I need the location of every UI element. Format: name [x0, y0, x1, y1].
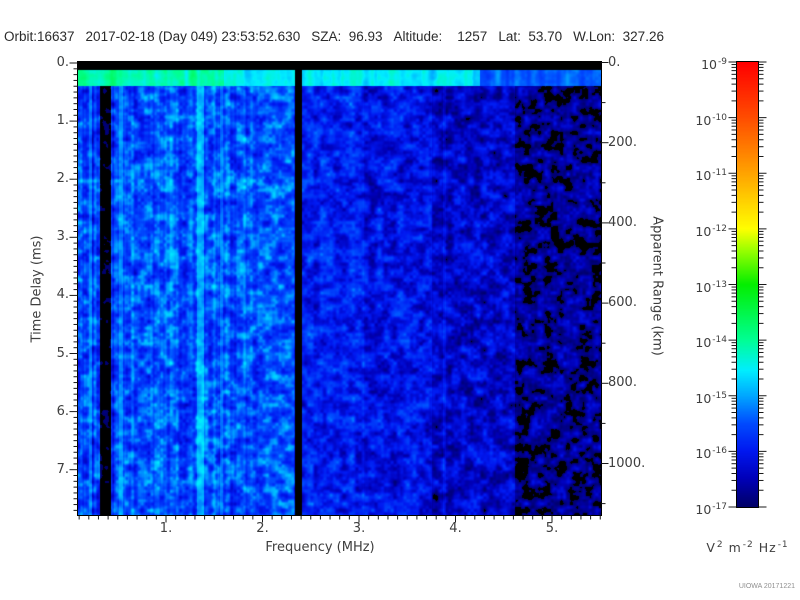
left-axis-tick-label: 3. — [56, 229, 69, 245]
left-axis-tick-label: 4. — [56, 287, 69, 303]
left-axis-tick-label: 6. — [56, 403, 69, 419]
header-field: Altitude: 1257 — [393, 29, 488, 44]
colorbar-tick-label: 10-16 — [695, 446, 727, 462]
left-axis-tick-label: 0. — [56, 55, 69, 70]
left-axis-tick-label: 2. — [56, 171, 69, 187]
header-info-line: Orbit:16637 2017-02-18 (Day 049) 23:53:52… — [4, 29, 664, 44]
watermark: UIOWA 20171221 — [738, 583, 795, 590]
colorbar-gradient — [737, 62, 758, 507]
x-tick-label: 4. — [449, 521, 462, 536]
right-axis-tick-label: 600. — [608, 295, 637, 311]
x-tick-label: 1. — [159, 521, 173, 536]
colorbar-tick-label: 10-17 — [695, 502, 727, 518]
x-axis-title: Frequency (MHz) — [265, 540, 375, 555]
colorbar-tick-label: 10-9 — [701, 57, 727, 73]
right-axis-tick-label: 400. — [608, 214, 637, 230]
spectrogram-canvas — [78, 62, 601, 515]
colorbar-tick-label: 10-10 — [695, 112, 727, 128]
left-axis-tick-label: 5. — [56, 345, 69, 361]
x-tick-label: 3. — [352, 521, 366, 536]
header-field: W.Lon: 327.26 — [573, 29, 664, 44]
colorbar-tick-label: 10-15 — [695, 390, 727, 406]
header-field: 2017-02-18 (Day 049) 23:53:52.630 — [85, 29, 301, 44]
colorbar-tick-label: 10-11 — [695, 168, 727, 184]
right-axis-title: Apparent Range (km) — [649, 216, 665, 356]
left-axis-tick-label: 7. — [56, 461, 69, 477]
right-axis-tick-label: 0. — [608, 54, 621, 70]
colorbar-tick-label: 10-12 — [695, 223, 727, 240]
left-axis-tick-label: 1. — [56, 113, 69, 129]
header-field: Lat: 53.70 — [498, 29, 563, 44]
right-axis-tick-label: 1000. — [608, 455, 646, 471]
x-tick-label: 2. — [256, 521, 269, 536]
header-field: Orbit:16637 — [4, 29, 75, 44]
header-field: SZA: 96.93 — [311, 29, 383, 44]
right-axis-tick-label: 800. — [608, 375, 637, 391]
right-axis-tick-label: 200. — [608, 134, 637, 150]
x-tick-label: 5. — [545, 521, 559, 536]
colorbar-tick-label: 10-14 — [695, 335, 727, 351]
colorbar-units-label: V2 m-2 Hz-1 — [706, 540, 789, 556]
colorbar-tick-label: 10-13 — [695, 279, 727, 295]
